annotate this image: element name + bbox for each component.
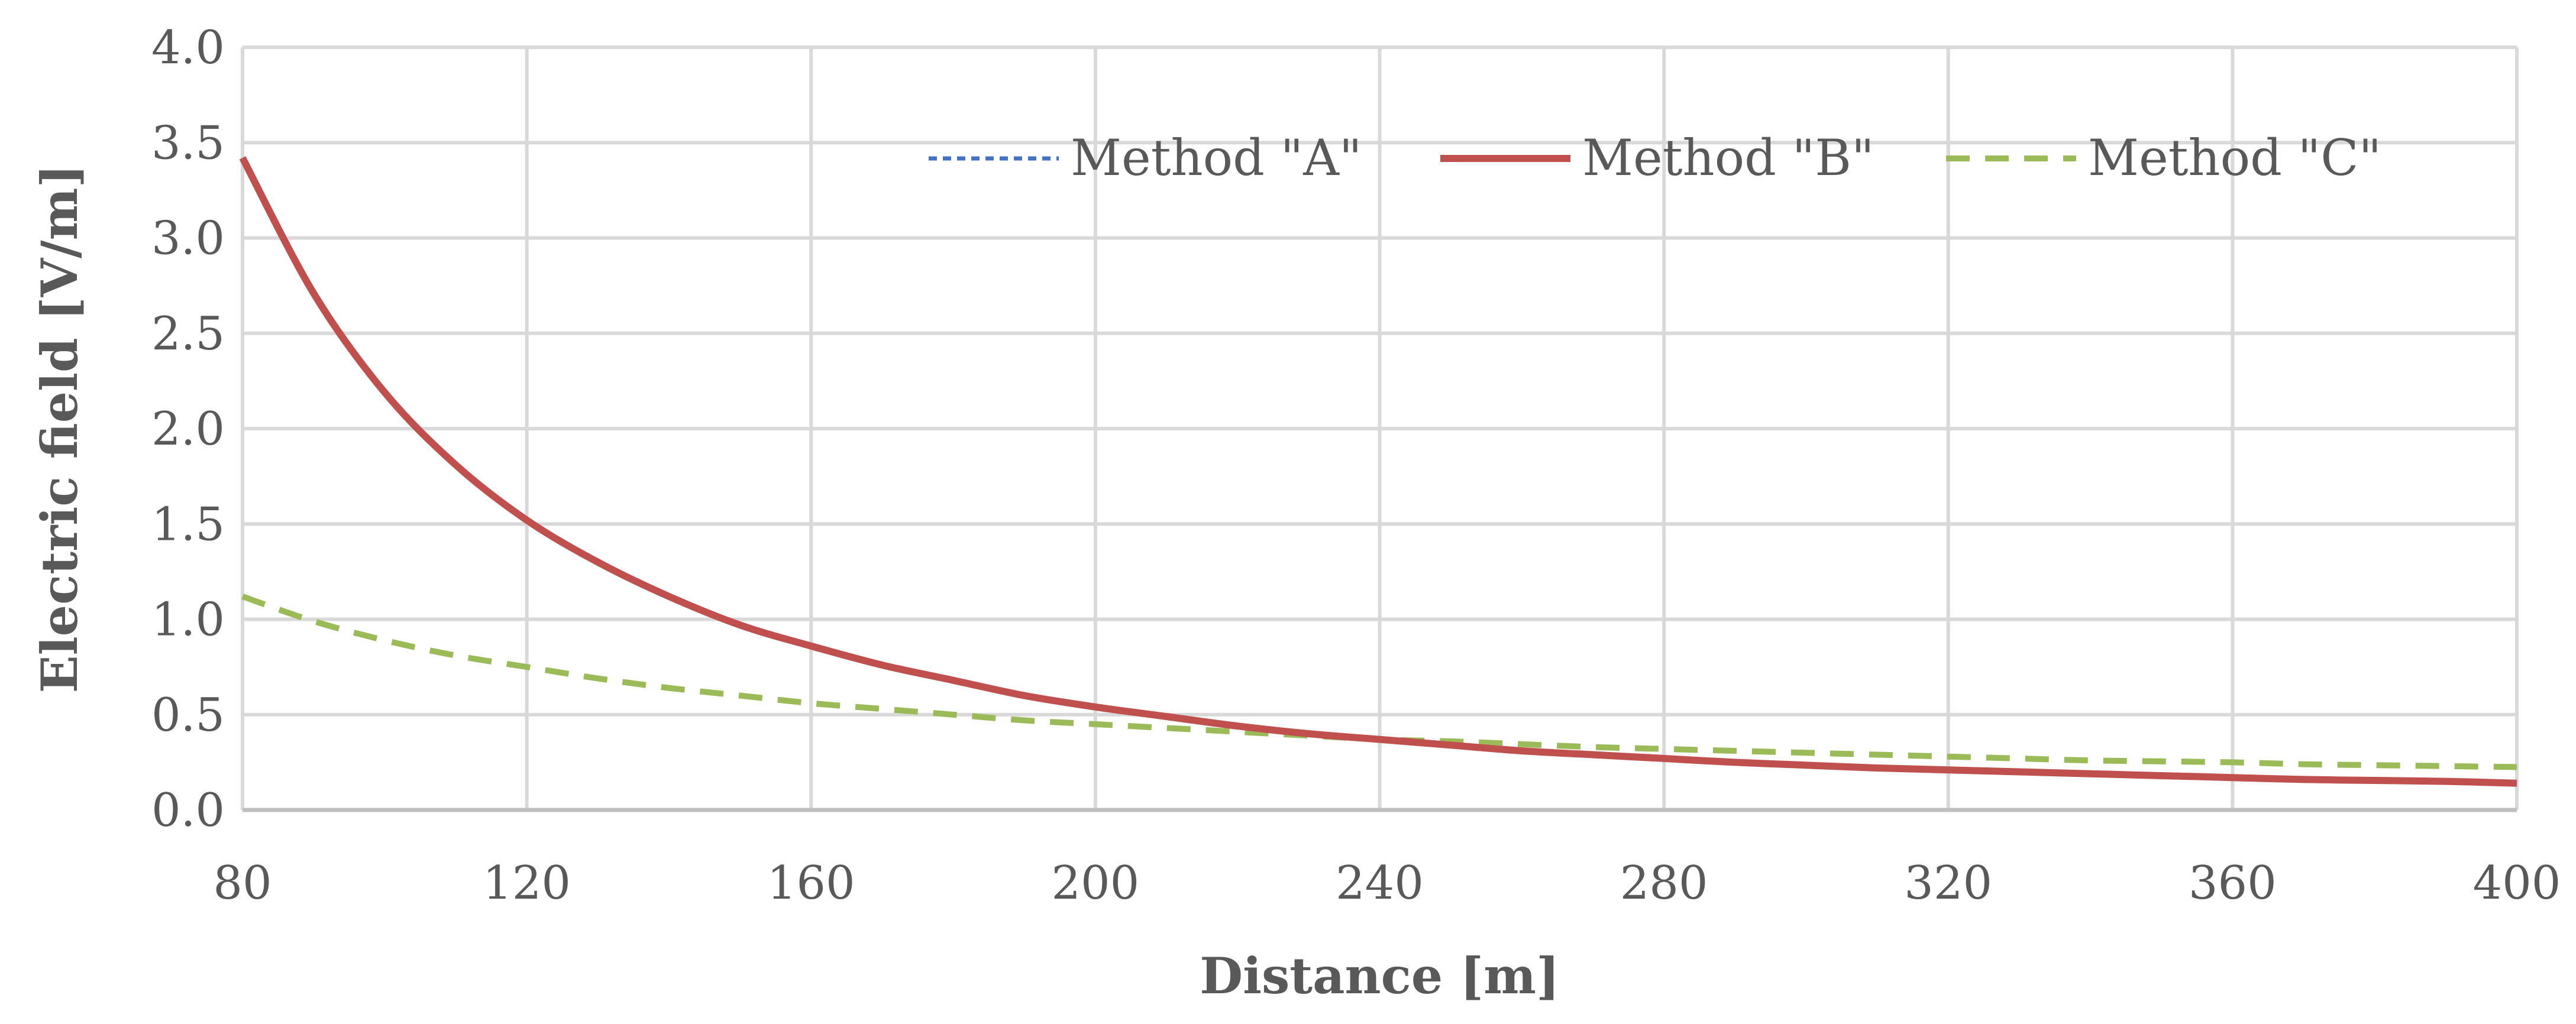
y-tick-label: 1.5: [151, 498, 225, 551]
x-tick-label: 80: [213, 857, 272, 910]
y-tick-label: 1.0: [151, 594, 225, 647]
series-line-method-b: [239, 156, 2517, 787]
x-tick-label: 280: [1620, 857, 1708, 910]
legend-label-method-a: Method "A": [1071, 129, 1362, 187]
series-lines: [239, 156, 2517, 787]
x-tick-label: 160: [767, 857, 855, 910]
y-tick-labels: 0.0 0.5 1.0 1.5 2.0 2.5 3.0 3.5 4.0: [151, 21, 225, 837]
legend-label-method-b: Method "B": [1582, 129, 1874, 187]
y-axis-title: Electric field [V/m]: [30, 164, 89, 694]
chart-legend: Method "A" Method "B" Method "C": [929, 129, 2381, 187]
y-tick-label: 3.0: [151, 212, 225, 265]
x-tick-label: 400: [2473, 857, 2561, 910]
y-tick-label: 0.0: [151, 784, 225, 837]
x-tick-label: 240: [1336, 857, 1424, 910]
y-tick-label: 2.5: [151, 307, 225, 361]
x-axis-title: Distance [m]: [1200, 947, 1560, 1005]
y-tick-label: 4.0: [151, 21, 225, 74]
legend-label-method-c: Method "C": [2088, 129, 2381, 187]
y-tick-label: 3.5: [151, 116, 225, 170]
chart-grid: [241, 46, 2519, 810]
y-tick-label: 0.5: [151, 689, 225, 742]
y-tick-label: 2.0: [151, 403, 225, 456]
x-tick-labels: 80 120 160 200 240 280 320 360 400: [213, 857, 2561, 910]
x-tick-label: 200: [1051, 857, 1139, 910]
x-tick-label: 120: [483, 857, 571, 910]
x-tick-label: 360: [2189, 857, 2277, 910]
x-tick-label: 320: [1904, 857, 1992, 910]
